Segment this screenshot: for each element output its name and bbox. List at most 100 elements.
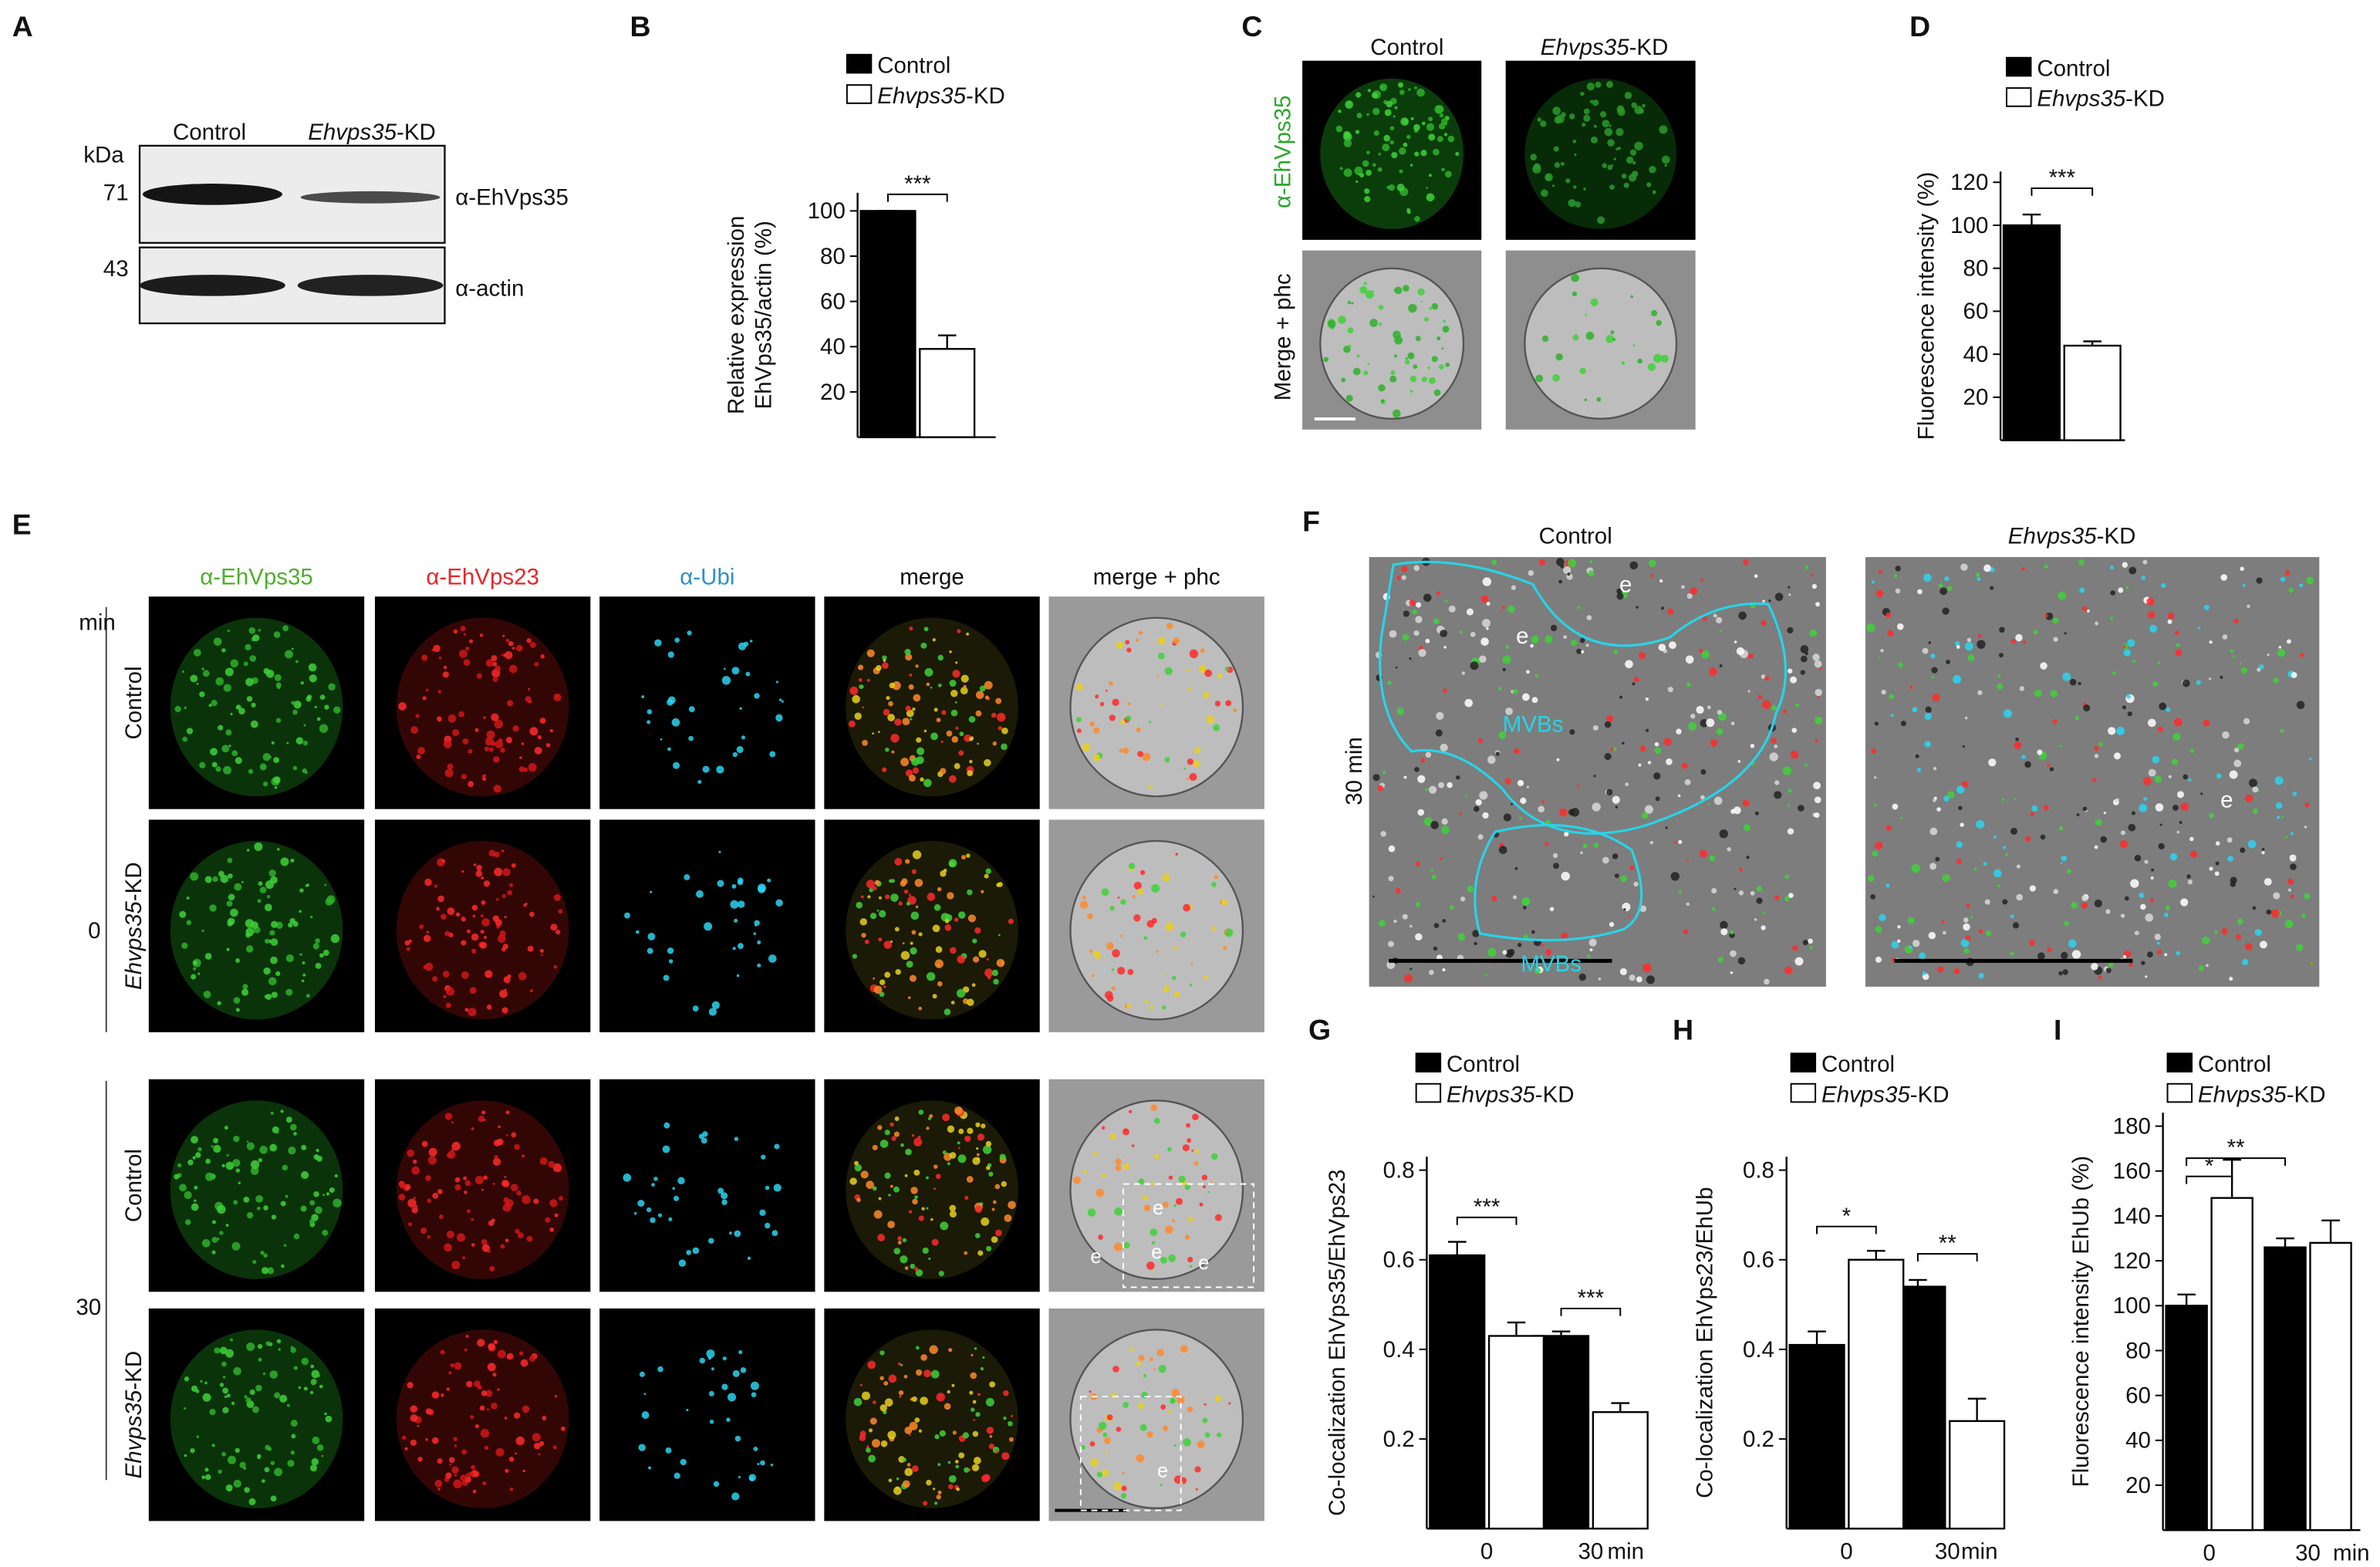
micrograph-dot <box>1713 613 1717 618</box>
micrograph-dot <box>866 1447 871 1453</box>
micrograph-dot <box>1615 805 1619 809</box>
micrograph-dot <box>927 1116 931 1120</box>
micrograph-dot <box>286 741 289 745</box>
micrograph-dot <box>2149 624 2158 633</box>
micrograph-dot <box>1428 970 1434 975</box>
micrograph-dot <box>731 667 740 675</box>
micrograph-dot <box>926 1126 930 1130</box>
micrograph-dot <box>2164 953 2168 957</box>
micrograph-dot <box>885 747 890 752</box>
micrograph-dot <box>854 1163 863 1172</box>
micrograph-dot <box>1534 968 1541 974</box>
micrograph-dot <box>2152 755 2160 764</box>
micrograph-dot <box>426 930 429 934</box>
micrograph-dot <box>495 919 502 927</box>
micrograph-dot <box>483 1119 486 1121</box>
micrograph-dot <box>906 709 914 718</box>
micrograph-dot <box>1754 574 1758 579</box>
micrograph-dot <box>1678 890 1682 894</box>
micrograph-dot <box>447 907 455 915</box>
micrograph-dot <box>463 659 471 666</box>
micrograph-dot <box>2062 672 2071 681</box>
micrograph-dot <box>873 1210 883 1219</box>
micrograph-dot <box>1425 788 1429 792</box>
micrograph-dot <box>1447 782 1453 789</box>
micrograph-dot <box>1742 799 1750 807</box>
micrograph-dot <box>244 1395 248 1399</box>
micrograph-dot <box>992 741 998 746</box>
micrograph-dot <box>1977 640 1986 649</box>
micrograph-dot <box>248 768 254 775</box>
micrograph-dot <box>1003 1390 1009 1396</box>
micrograph-dot <box>878 937 883 942</box>
micrograph-dot <box>481 876 484 880</box>
micrograph-dot <box>1129 1347 1135 1353</box>
micrograph-dot <box>480 914 484 917</box>
y-tick-label: 40 <box>820 334 846 360</box>
micrograph-dot <box>2222 634 2228 640</box>
micrograph-dot <box>2028 940 2035 947</box>
micrograph-dot <box>1415 616 1423 623</box>
micrograph-dot <box>1986 930 1992 937</box>
micrograph-dot <box>464 1348 468 1352</box>
micrograph-dot <box>1942 930 1946 935</box>
micrograph-dot <box>1919 952 1926 960</box>
micrograph-dot <box>2309 757 2312 761</box>
micrograph-dot <box>902 942 905 944</box>
micrograph-dot <box>485 659 494 667</box>
micrograph-dot <box>526 1235 533 1242</box>
micrograph-dot <box>646 709 653 714</box>
legend-label: Ehvps35-KD <box>2037 86 2165 112</box>
micrograph-dot <box>2203 604 2210 610</box>
micrograph-dot <box>1754 918 1757 921</box>
micrograph-dot <box>1386 100 1393 108</box>
micrograph-dot <box>202 1393 211 1402</box>
micrograph-dot <box>890 893 899 902</box>
micrograph-dot <box>882 662 889 670</box>
micrograph-dot <box>2237 743 2244 750</box>
micrograph-dot <box>910 718 913 721</box>
micrograph-dot <box>1363 282 1367 285</box>
micrograph-dot <box>528 687 531 691</box>
micrograph-dot <box>1173 1204 1176 1207</box>
micrograph-dot <box>2296 701 2305 709</box>
micrograph-dot <box>2069 678 2077 686</box>
micrograph-dot <box>2155 803 2164 812</box>
micrograph-dot <box>993 978 999 985</box>
row-label: Control <box>121 1149 147 1222</box>
micrograph-dot <box>312 1436 320 1444</box>
micrograph-dot <box>1327 319 1336 329</box>
micrograph-dot <box>404 1447 408 1450</box>
micrograph-dot <box>187 1159 194 1166</box>
micrograph-dot <box>1738 611 1747 620</box>
mark-label: e <box>2220 788 2233 813</box>
micrograph-dot <box>492 1182 495 1185</box>
blot-band <box>140 275 285 296</box>
micrograph-dot <box>1388 941 1394 947</box>
micrograph-dot <box>1588 938 1597 947</box>
micrograph-dot <box>958 1128 964 1134</box>
micrograph-dot <box>434 884 438 888</box>
micrograph-dot <box>1644 805 1653 814</box>
micrograph-dot <box>1408 88 1411 91</box>
micrograph-dot <box>1477 834 1484 840</box>
micrograph-dot <box>2252 786 2259 793</box>
row-label: Ehvps35-KD <box>121 1351 147 1479</box>
bar <box>1487 1335 1545 1530</box>
micrograph-dot <box>1401 575 1406 580</box>
micrograph-dot <box>1150 1182 1155 1186</box>
micrograph-dot <box>2021 755 2026 759</box>
micrograph-dot <box>1136 1454 1145 1463</box>
micrograph-dot <box>204 876 212 883</box>
micrograph-dot <box>195 1390 200 1393</box>
micrograph-dot <box>302 1206 307 1211</box>
micrograph-dot <box>438 1214 444 1219</box>
micrograph-dot <box>1815 738 1819 743</box>
micrograph-dot <box>2209 640 2213 644</box>
micrograph-dot <box>1928 641 1932 644</box>
micrograph-dot <box>1512 895 1517 900</box>
micrograph-dot <box>932 924 940 933</box>
micrograph-dot <box>205 1474 211 1481</box>
micrograph-dot <box>768 954 777 963</box>
micrograph-dot <box>1406 134 1411 140</box>
